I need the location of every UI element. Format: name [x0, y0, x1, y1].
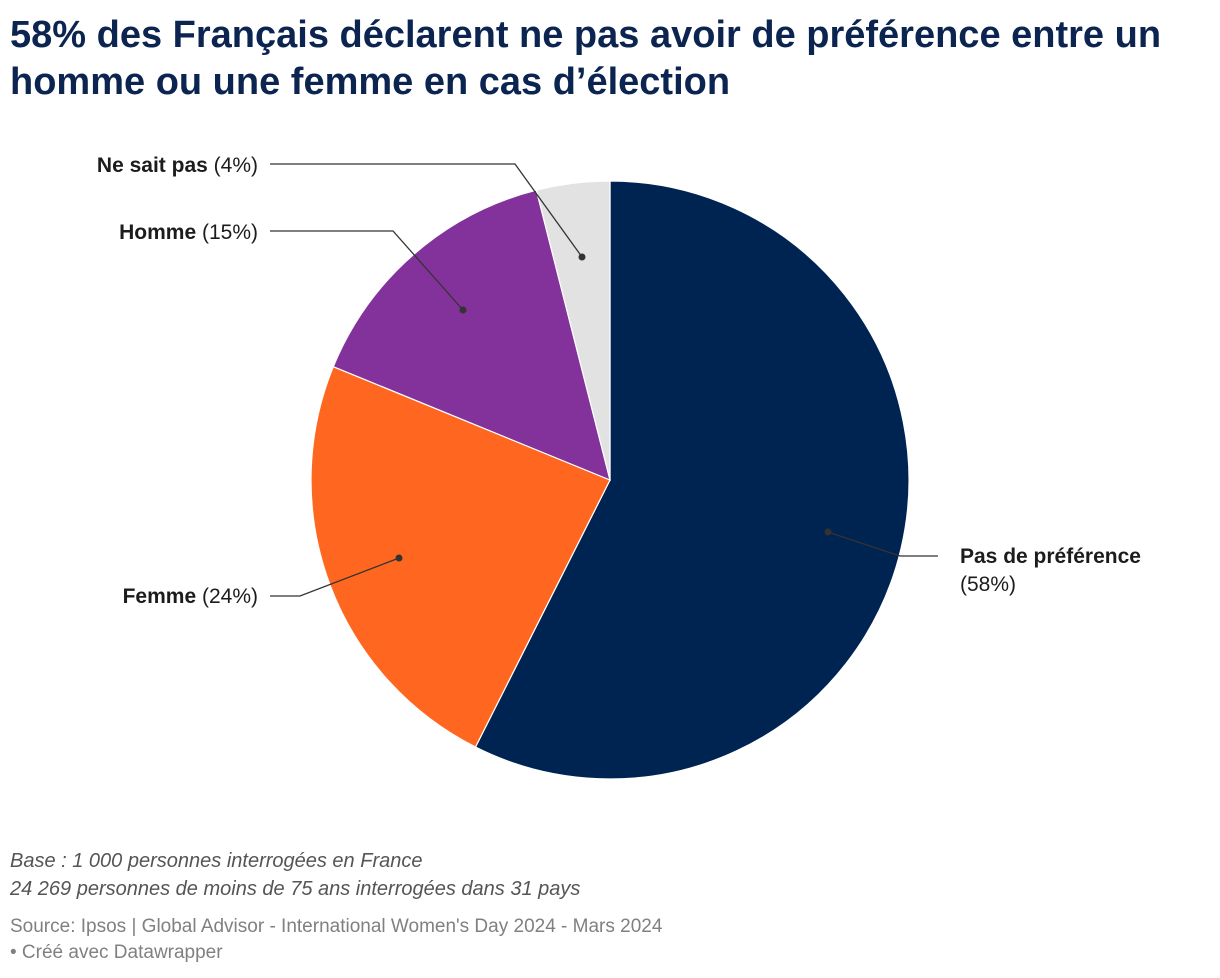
- slice-label: (58%): [960, 573, 1016, 596]
- leader-line: [270, 163, 583, 258]
- leader-line: [270, 230, 464, 311]
- slice-label: Homme (15%): [119, 221, 258, 244]
- pie-slice-pas-de-préférence[interactable]: [474, 180, 910, 780]
- base-note-line1: Base : 1 000 personnes interrogées en Fr…: [10, 850, 423, 872]
- slice-label-percent: (24%): [196, 585, 258, 608]
- slice-label-name: Femme: [123, 585, 197, 608]
- source-line[interactable]: Source: Ipsos | Global Advisor - Interna…: [10, 916, 663, 937]
- leader-dot: [395, 554, 403, 562]
- leader-dot: [824, 528, 832, 536]
- slice-label-name: Homme: [119, 221, 196, 244]
- base-note-line2: 24 269 personnes de moins de 75 ans inte…: [10, 878, 581, 900]
- pie-slice-ne-sait-pas[interactable]: [535, 180, 611, 481]
- slice-label-percent: (58%): [960, 573, 1016, 596]
- leader-line: [270, 557, 400, 597]
- slice-label: Femme (24%): [123, 585, 258, 608]
- leader-dot: [459, 306, 467, 314]
- slice-label: Pas de préférence: [960, 545, 1141, 568]
- leader-line: [827, 531, 938, 557]
- slice-label: Ne sait pas (4%): [97, 154, 258, 177]
- slice-label-percent: (4%): [208, 154, 258, 177]
- slice-label-percent: (15%): [196, 221, 258, 244]
- slice-label-name: Pas de préférence: [960, 545, 1141, 568]
- slice-label-name: Ne sait pas: [97, 154, 208, 177]
- chart-title: 58% des Français déclarent ne pas avoir …: [10, 14, 1162, 103]
- credit-line[interactable]: • Créé avec Datawrapper: [10, 942, 223, 963]
- leader-dot: [578, 253, 586, 261]
